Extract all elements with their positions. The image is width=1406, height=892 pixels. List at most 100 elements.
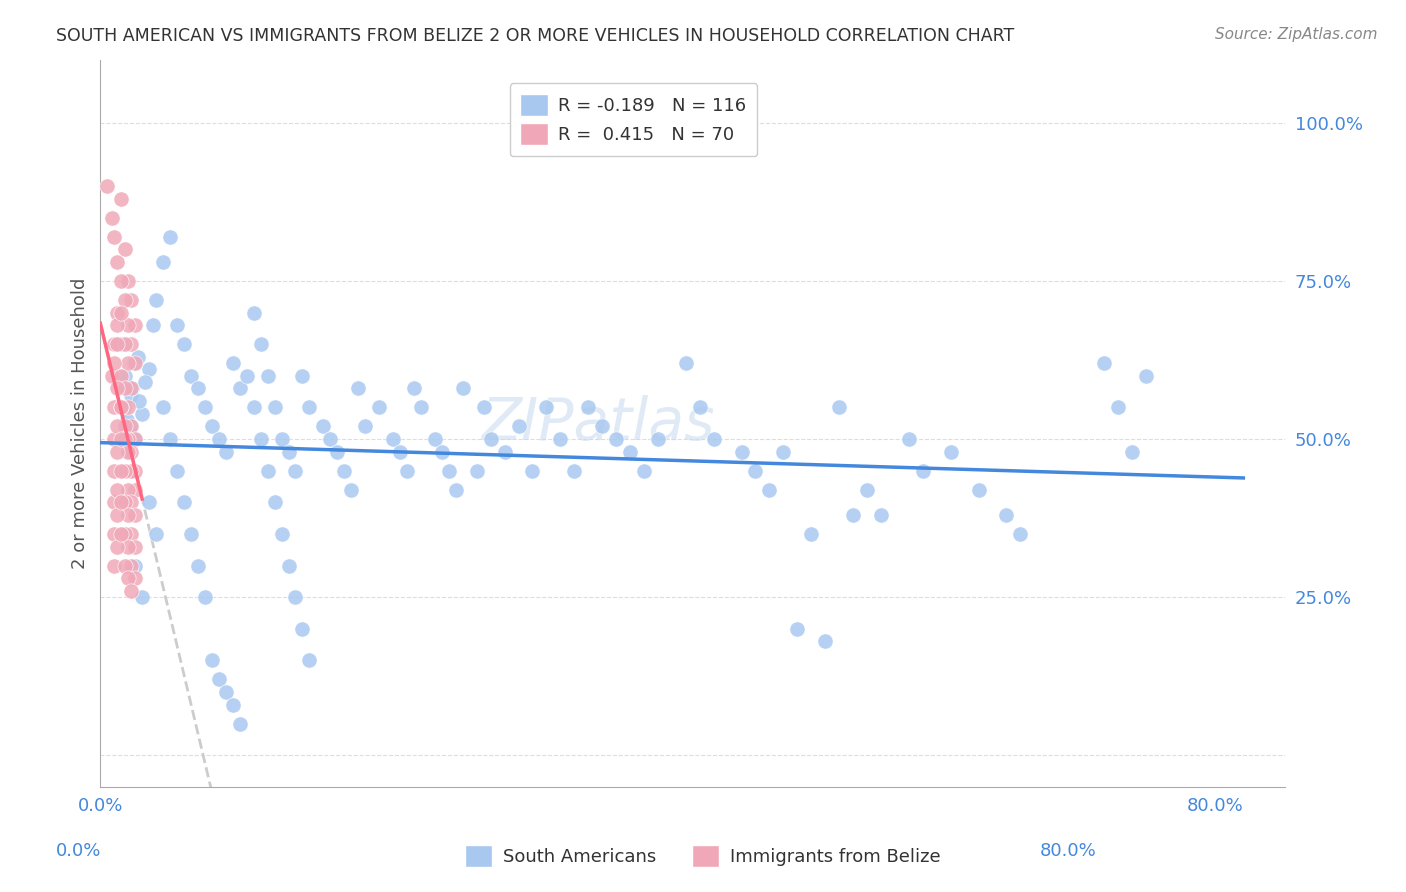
Point — [298, 401, 321, 415]
Point — [215, 444, 238, 458]
Point — [117, 444, 139, 458]
Point — [382, 432, 405, 446]
Point — [110, 305, 132, 319]
Point — [242, 305, 264, 319]
Point — [675, 356, 697, 370]
Point — [229, 716, 252, 731]
Point — [110, 432, 132, 446]
Point — [103, 495, 125, 509]
Point — [284, 590, 307, 604]
Point — [103, 401, 125, 415]
Point — [145, 293, 167, 307]
Point — [911, 464, 934, 478]
Point — [619, 444, 641, 458]
Point — [897, 432, 920, 446]
Point — [423, 432, 446, 446]
Point — [124, 432, 146, 446]
Point — [110, 527, 132, 541]
Point — [444, 483, 467, 497]
Point — [152, 401, 174, 415]
Point — [131, 590, 153, 604]
Point — [522, 464, 544, 478]
Point — [103, 356, 125, 370]
Point — [494, 444, 516, 458]
Point — [1135, 368, 1157, 383]
Point — [550, 432, 572, 446]
Point — [152, 255, 174, 269]
Point — [138, 362, 160, 376]
Point — [354, 419, 377, 434]
Point — [312, 419, 335, 434]
Point — [114, 381, 136, 395]
Point — [105, 381, 128, 395]
Point — [103, 464, 125, 478]
Point — [114, 495, 136, 509]
Point — [124, 318, 146, 333]
Point — [115, 413, 138, 427]
Point — [122, 356, 145, 370]
Text: 80.0%: 80.0% — [1040, 842, 1097, 860]
Point — [402, 381, 425, 395]
Point — [201, 653, 224, 667]
Point — [562, 464, 585, 478]
Point — [465, 464, 488, 478]
Point — [105, 540, 128, 554]
Point — [730, 444, 752, 458]
Point — [508, 419, 530, 434]
Point — [395, 464, 418, 478]
Point — [298, 653, 321, 667]
Point — [256, 368, 278, 383]
Point — [689, 401, 711, 415]
Point — [187, 558, 209, 573]
Legend: R = -0.189   N = 116, R =  0.415   N = 70: R = -0.189 N = 116, R = 0.415 N = 70 — [509, 83, 758, 156]
Point — [828, 401, 851, 415]
Point — [114, 464, 136, 478]
Point — [105, 337, 128, 351]
Point — [277, 558, 299, 573]
Point — [117, 571, 139, 585]
Point — [1092, 356, 1115, 370]
Point — [703, 432, 725, 446]
Point — [249, 337, 271, 351]
Point — [270, 432, 292, 446]
Text: ZIPatlas: ZIPatlas — [481, 395, 714, 451]
Point — [284, 464, 307, 478]
Point — [856, 483, 879, 497]
Point — [242, 401, 264, 415]
Point — [127, 350, 149, 364]
Point — [110, 192, 132, 206]
Point — [110, 401, 132, 415]
Point — [124, 540, 146, 554]
Point — [114, 368, 136, 383]
Point — [222, 698, 245, 712]
Point — [786, 622, 808, 636]
Point — [256, 464, 278, 478]
Text: 0.0%: 0.0% — [56, 842, 101, 860]
Point — [103, 527, 125, 541]
Point — [368, 401, 391, 415]
Point — [117, 444, 139, 458]
Point — [605, 432, 627, 446]
Point — [100, 211, 122, 225]
Point — [347, 381, 370, 395]
Point — [120, 444, 142, 458]
Point — [114, 432, 136, 446]
Point — [120, 388, 142, 402]
Point — [96, 179, 118, 194]
Point — [249, 432, 271, 446]
Point — [647, 432, 669, 446]
Point — [939, 444, 962, 458]
Point — [110, 495, 132, 509]
Point — [134, 375, 156, 389]
Point — [215, 685, 238, 699]
Point — [1010, 527, 1032, 541]
Point — [124, 464, 146, 478]
Point — [263, 495, 285, 509]
Point — [389, 444, 412, 458]
Point — [291, 368, 314, 383]
Point — [120, 464, 142, 478]
Point — [103, 229, 125, 244]
Point — [120, 419, 142, 434]
Point — [1121, 444, 1143, 458]
Point — [114, 337, 136, 351]
